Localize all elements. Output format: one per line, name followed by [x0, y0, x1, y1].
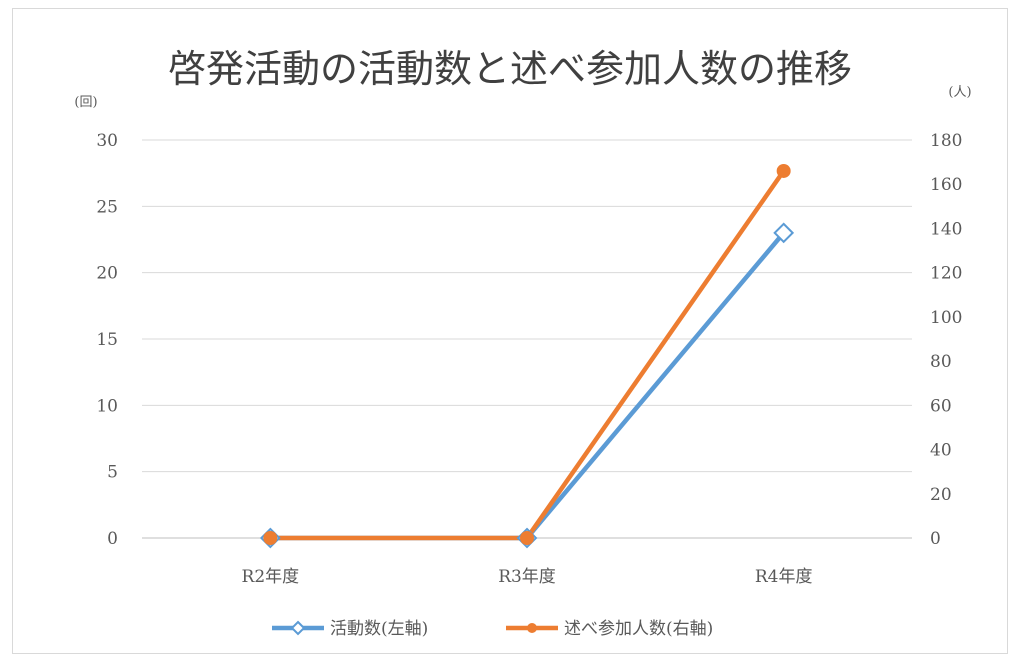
left-axis-tick-label: 30 — [96, 131, 118, 151]
right-axis-tick-label: 80 — [930, 352, 952, 372]
data-point-circle — [520, 531, 534, 545]
left-axis-tick-label: 0 — [107, 529, 118, 549]
legend-label: 述べ参加人数(右軸) — [564, 619, 713, 639]
chart-title: 啓発活動の活動数と述べ参加人数の推移 — [168, 47, 852, 91]
right-axis-tick-label: 40 — [930, 441, 952, 461]
right-axis-tick-label: 180 — [930, 131, 962, 151]
data-point-diamond — [773, 222, 795, 244]
legend-label: 活動数(左軸) — [330, 619, 428, 639]
left-axis-tick-label: 20 — [96, 264, 118, 284]
x-axis-tick-label: R2年度 — [242, 567, 300, 587]
right-axis-tick-label: 120 — [930, 264, 962, 284]
chart-frame — [12, 8, 1008, 654]
x-axis-tick-label: R3年度 — [498, 567, 556, 587]
right-axis-tick-label: 100 — [930, 308, 962, 328]
series-line-2 — [268, 168, 786, 541]
left-axis-tick-label: 10 — [96, 396, 118, 416]
right-axis-tick-label: 140 — [930, 219, 962, 239]
x-axis-tick-label: R4年度 — [755, 567, 813, 587]
right-axis-tick-label: 0 — [930, 529, 941, 549]
right-axis-tick-label: 60 — [930, 396, 952, 416]
legend-marker-circle — [527, 623, 537, 633]
left-axis-tick-label: 5 — [107, 463, 118, 483]
left-axis-tick-label: 25 — [96, 197, 118, 217]
right-axis-tick-label: 20 — [930, 485, 952, 505]
right-axis-unit-label: (人) — [948, 85, 971, 100]
data-point-circle — [776, 163, 791, 178]
left-axis-unit-label: (回) — [74, 95, 97, 110]
data-point-circle — [263, 531, 278, 545]
legend-marker-diamond — [290, 620, 306, 636]
right-axis-tick-label: 160 — [930, 175, 962, 195]
left-axis-tick-label: 15 — [96, 330, 118, 350]
